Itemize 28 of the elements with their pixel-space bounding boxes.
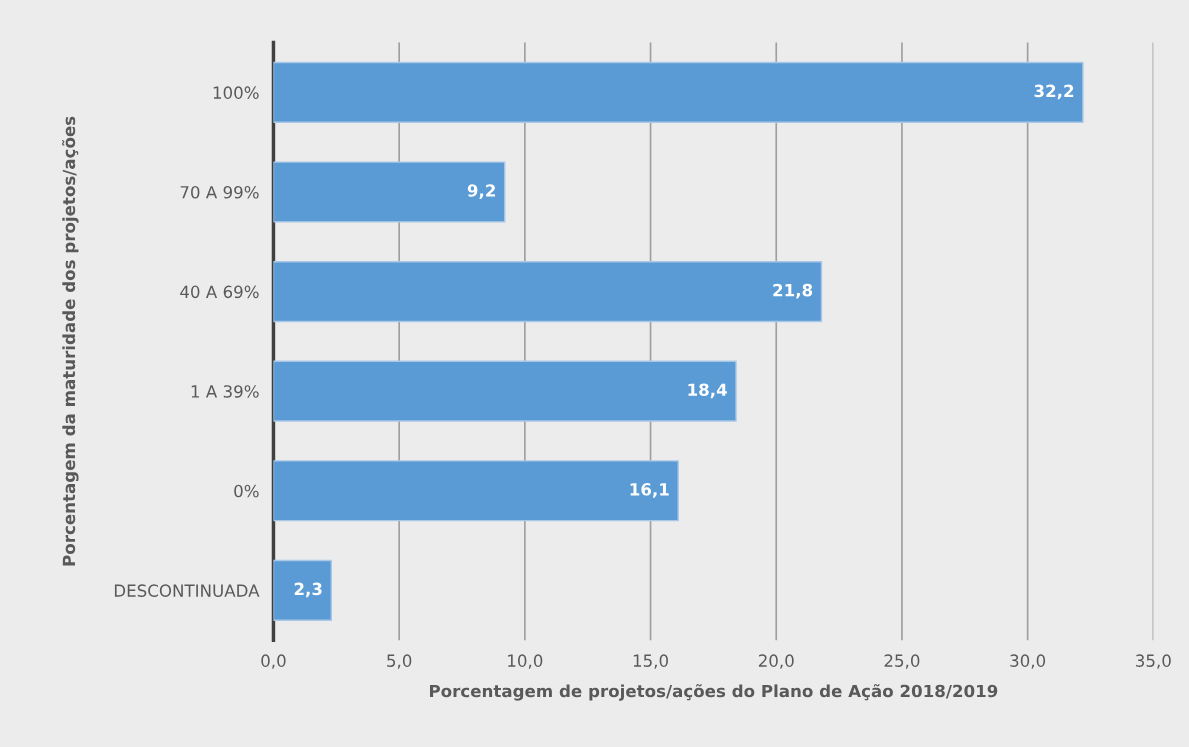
x-tick-label: 10,0 (508, 654, 543, 669)
y-tick-label: 100% (213, 86, 259, 99)
y-tick-label: 70 A 99% (180, 185, 259, 199)
data-label: 2,3 (294, 582, 322, 598)
bar (273, 559, 332, 621)
bar (273, 460, 679, 522)
data-label: 16,1 (630, 483, 669, 498)
x-tick-label: 35,0 (1136, 654, 1171, 669)
x-tick-label: 25,0 (884, 654, 920, 669)
x-axis-title: Porcentagem de projetos/ações do Plano de Ação 2018/2019 (429, 684, 998, 701)
x-tick-label: 20,0 (758, 654, 794, 669)
bar (273, 161, 506, 223)
bar (273, 261, 823, 323)
data-label: 21,8 (773, 283, 813, 299)
y-tick-label: 40 A 69% (180, 285, 259, 299)
data-label: 9,2 (467, 184, 495, 199)
y-axis-title: Porcentagem da maturidade dos projetos/ações (62, 116, 79, 566)
data-label: 32,2 (1034, 84, 1074, 100)
y-tick-label: DESCONTINUADA (114, 584, 260, 597)
x-tick-label: 30,0 (1010, 654, 1046, 669)
bar (273, 360, 737, 422)
y-tick-label: 0% (234, 484, 259, 498)
x-tick-label: 15,0 (633, 654, 668, 669)
y-tick-label: 1 A 39% (191, 385, 259, 398)
data-label: 18,4 (688, 383, 727, 399)
x-tick-label: 0,0 (261, 654, 286, 669)
x-tick-label: 5,0 (387, 654, 412, 669)
bar (273, 61, 1084, 123)
